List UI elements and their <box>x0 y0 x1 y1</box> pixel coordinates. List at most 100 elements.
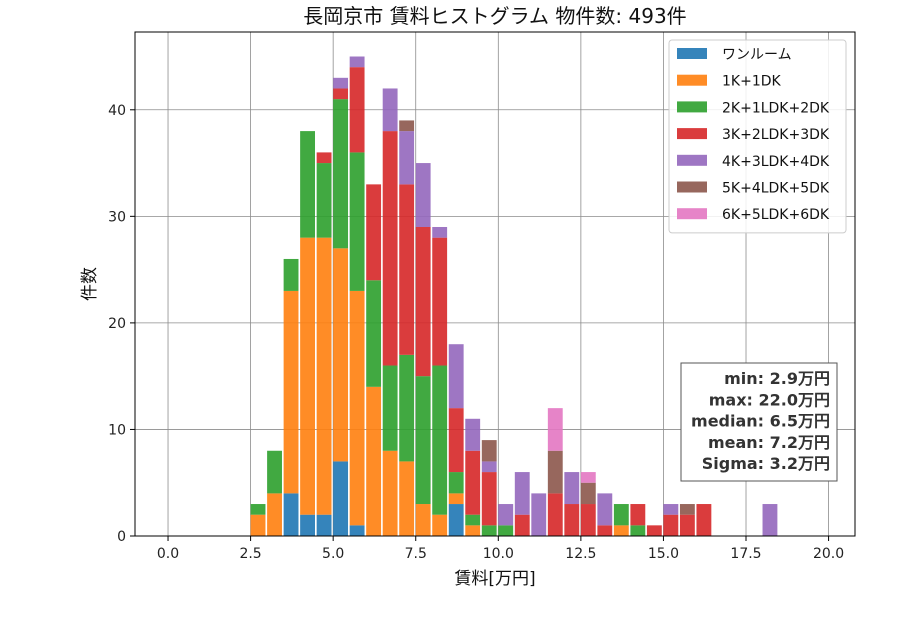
histogram-bar <box>316 237 332 515</box>
histogram-bar <box>316 152 332 164</box>
histogram-bar <box>382 450 398 536</box>
x-tick-label: 17.5 <box>730 546 761 562</box>
histogram-bar <box>333 77 349 89</box>
histogram-bar <box>630 504 646 526</box>
histogram-bar <box>580 472 596 483</box>
histogram-bar <box>432 514 448 536</box>
histogram-bar <box>267 450 282 494</box>
y-tick-label: 0 <box>117 529 126 545</box>
x-tick-label: 20.0 <box>813 546 844 562</box>
ticks-layer: 0.0 2.5 5.0 7.5 10.0 12.5 15.0 17.5 20.0 0 10 20 30 4… <box>108 103 844 562</box>
x-tick-label: 15.0 <box>648 546 679 562</box>
histogram-bar <box>366 280 382 387</box>
histogram-bar <box>597 525 613 536</box>
histogram-bar <box>762 504 778 536</box>
stats-line: max: 22.0万円 <box>709 390 830 409</box>
y-tick-label: 10 <box>108 422 126 438</box>
legend-box <box>668 39 847 234</box>
histogram-bar <box>300 514 315 536</box>
histogram-bar <box>646 525 662 536</box>
chart-title: 長岡京市 賃料ヒストグラム 物件数: 493件 <box>303 4 686 28</box>
legend-swatch <box>677 128 707 140</box>
x-tick-label: 0.0 <box>157 546 179 562</box>
histogram-bar <box>432 237 448 366</box>
histogram-bar <box>564 504 580 536</box>
legend-swatch <box>677 181 707 193</box>
histogram-bar <box>481 440 497 462</box>
stats-line: mean: 7.2万円 <box>708 433 830 452</box>
legend-swatch <box>677 74 707 86</box>
histogram-bar <box>663 504 679 515</box>
histogram-bar <box>679 514 695 536</box>
histogram-bar <box>580 482 596 505</box>
histogram-bar <box>481 461 497 473</box>
stats-box: min: 2.9万円 max: 22.0万円 median: 6.5万円 mean: … <box>680 362 838 482</box>
histogram-bar <box>300 237 315 515</box>
histogram-bar <box>465 418 481 451</box>
histogram-bar <box>333 88 349 100</box>
histogram-bar <box>349 525 365 536</box>
y-tick-label: 20 <box>108 316 126 332</box>
histogram-bar <box>613 504 629 526</box>
legend-swatch <box>677 154 707 166</box>
histogram-bar <box>366 386 382 536</box>
histogram-bar <box>333 461 349 536</box>
histogram-bar <box>481 472 497 526</box>
histogram-bar <box>597 493 613 526</box>
histogram-bar <box>630 525 646 536</box>
histogram-bar <box>415 163 431 227</box>
histogram-bar <box>283 493 299 536</box>
legend-label: 1K+1DK <box>722 74 782 90</box>
histogram-bar <box>448 472 464 494</box>
histogram-bar <box>349 152 365 291</box>
histogram-bar <box>679 504 695 515</box>
histogram-bar <box>316 163 332 238</box>
histogram-bar <box>663 514 679 536</box>
histogram-bar <box>547 493 563 536</box>
histogram-bar <box>448 344 464 409</box>
histogram-bar <box>349 290 365 526</box>
legend-label: 3K+2LDK+3DK <box>722 127 830 143</box>
legend-label: 6K+5LDK+6DK <box>722 207 830 223</box>
x-tick-label: 2.5 <box>239 546 261 562</box>
histogram-bar <box>415 504 431 536</box>
legend: ワンルーム 1K+1DK 2K+1LDK+2DK 3K+2LDK+3DK 4K+3LDK… <box>668 39 847 234</box>
y-tick-label: 40 <box>108 103 126 119</box>
histogram-bar <box>465 514 481 526</box>
bars-layer <box>250 56 778 536</box>
x-tick-label: 7.5 <box>405 546 427 562</box>
histogram-bar <box>448 408 464 473</box>
legend-label: 2K+1LDK+2DK <box>722 100 830 116</box>
histogram-bar <box>547 450 563 494</box>
histogram-bar <box>349 56 365 68</box>
histogram-bar <box>250 514 266 536</box>
histogram-bar <box>580 504 596 536</box>
x-tick-label: 12.5 <box>565 546 596 562</box>
histogram-bar <box>382 88 398 132</box>
histogram-bar <box>498 504 514 526</box>
histogram-bar <box>514 514 530 536</box>
stats-line: Sigma: 3.2万円 <box>702 454 830 473</box>
histogram-bar <box>399 120 415 132</box>
histogram-bar <box>333 248 349 462</box>
stats-line: min: 2.9万円 <box>724 369 830 388</box>
legend-label: 5K+4LDK+5DK <box>722 181 830 197</box>
y-axis-label: 件数 <box>80 267 100 301</box>
histogram-bar <box>465 450 481 515</box>
histogram-bar <box>267 493 282 536</box>
legend-label: ワンルーム <box>722 47 792 63</box>
histogram-bar <box>250 504 266 515</box>
histogram-bar <box>465 525 481 536</box>
histogram-bar <box>399 131 415 185</box>
histogram-bar <box>564 472 580 505</box>
stats-line: median: 6.5万円 <box>691 412 830 431</box>
histogram-bar <box>399 184 415 355</box>
histogram-bar <box>283 290 299 494</box>
y-tick-label: 30 <box>108 209 126 225</box>
x-tick-label: 5.0 <box>322 546 344 562</box>
histogram-bar <box>547 408 563 451</box>
histogram-bar <box>613 525 629 536</box>
histogram-bar <box>316 514 332 536</box>
histogram-bar <box>349 67 365 153</box>
